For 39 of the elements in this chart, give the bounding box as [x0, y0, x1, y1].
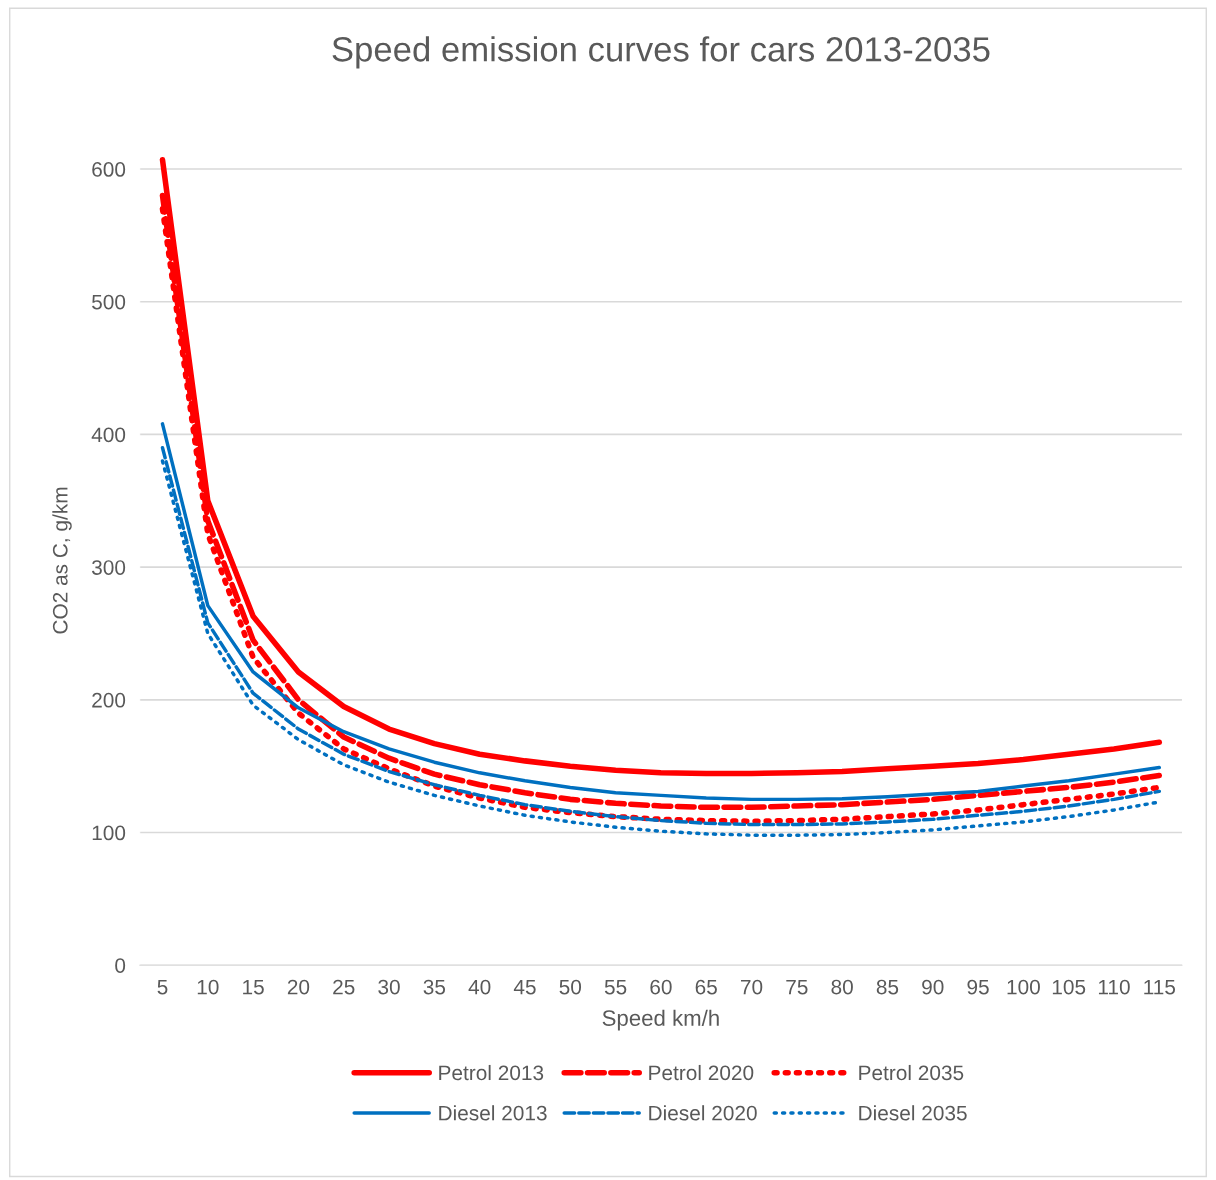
x-tick-label: 15	[243, 979, 264, 995]
y-tick-label: 0	[115, 958, 126, 973]
x-axis-title: Speed km/h	[602, 1009, 719, 1031]
x-tick-label: 65	[695, 979, 717, 995]
legend-label: Diesel 2013	[439, 1105, 547, 1121]
x-tick-label: 25	[333, 979, 355, 995]
x-tick-label: 80	[831, 979, 853, 995]
legend-label: Diesel 2035	[859, 1105, 967, 1121]
x-tick-label: 110	[1098, 979, 1130, 995]
x-tick-label: 5	[157, 979, 168, 995]
legend-label: Petrol 2035	[859, 1064, 964, 1081]
x-tick-label: 10	[197, 979, 219, 995]
x-tick-label: 20	[287, 979, 310, 995]
y-tick-label: 300	[91, 560, 126, 575]
x-tick-label: 40	[468, 979, 491, 995]
x-tick-label: 115	[1144, 979, 1176, 995]
x-tick-label: 95	[967, 979, 989, 995]
y-tick-label: 400	[91, 427, 126, 443]
x-tick-label: 70	[741, 979, 763, 995]
y-tick-label: 100	[92, 825, 126, 841]
y-tick-label: 500	[92, 294, 126, 310]
y-axis-title: CO2 as C, g/km	[52, 487, 72, 634]
x-tick-label: 105	[1052, 979, 1086, 995]
x-tick-label: 30	[378, 979, 400, 995]
x-tick-label: 75	[786, 979, 808, 995]
x-tick-label: 60	[650, 979, 672, 995]
x-tick-label: 100	[1007, 979, 1040, 995]
legend-label: Petrol 2013	[439, 1064, 544, 1081]
legend-label: Diesel 2020	[649, 1105, 757, 1121]
x-tick-label: 85	[876, 979, 899, 995]
chart-title: Speed emission curves for cars 2013-2035	[332, 36, 990, 69]
y-tick-label: 600	[92, 162, 126, 177]
x-tick-label: 90	[922, 979, 944, 995]
legend-label: Petrol 2020	[649, 1064, 754, 1081]
x-tick-label: 55	[604, 979, 627, 995]
x-tick-label: 50	[559, 979, 582, 995]
x-tick-label: 35	[423, 979, 446, 995]
y-tick-label: 200	[92, 692, 126, 708]
x-tick-label: 45	[513, 979, 536, 995]
